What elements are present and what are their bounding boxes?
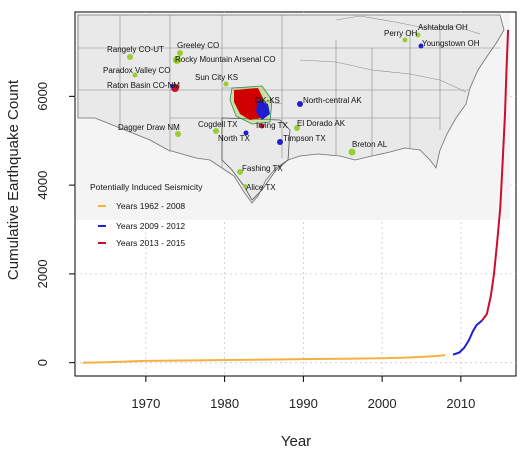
- map-label-north-tx: North TX: [218, 134, 251, 143]
- site-north-central-ak: [297, 101, 303, 107]
- map-label-raton-basin: Raton Basin CO-NM: [107, 81, 180, 90]
- site-greeley: [177, 50, 183, 56]
- legend-title: Potentially Induced Seismicity: [90, 182, 203, 192]
- site-el-dorado: [294, 125, 300, 131]
- legend: Potentially Induced Seismicity Years 196…: [90, 182, 203, 248]
- site-sun-city: [223, 81, 229, 87]
- map-label-timpson: Timpson TX: [283, 134, 326, 143]
- map-label-sun-city: Sun City KS: [195, 73, 238, 82]
- x-tick-label-2000: 2000: [368, 396, 397, 411]
- legend-label-2013-2015: Years 2013 - 2015: [116, 238, 185, 248]
- series-line-2: [481, 29, 510, 322]
- map-label-north-central-ak: North-central AK: [303, 96, 362, 105]
- site-ashtabula: [415, 32, 421, 38]
- map-label-ashtabula: Ashtabula OH: [418, 23, 468, 32]
- site-raton-basin-2: [170, 84, 174, 88]
- map-land-outline: [77, 14, 505, 204]
- y-tick-label-4000: 4000: [35, 171, 50, 200]
- site-rocky-mountain-arsenal: [173, 56, 181, 64]
- map-state-lines: [78, 15, 500, 168]
- y-axis-title: Cumulative Earthquake Count: [5, 79, 22, 280]
- y-tick-label-0: 0: [35, 359, 50, 366]
- map-label-rangely: Rangely CO-UT: [107, 45, 164, 54]
- site-rangely: [127, 54, 133, 60]
- site-cogdell: [213, 128, 219, 134]
- map-label-breton: Breton AL: [352, 140, 388, 149]
- site-timpson: [277, 139, 283, 145]
- map-label-perry: Perry OH: [384, 29, 418, 38]
- map-label-el-dorado: El Dorado AK: [297, 119, 346, 128]
- map-label-paradox-valley: Paradox Valley CO: [103, 66, 170, 75]
- site-breton: [348, 148, 356, 156]
- y-tick-label-6000: 6000: [35, 82, 50, 111]
- x-tick-label-1970: 1970: [131, 396, 160, 411]
- ok-ks-blue-cluster: [256, 100, 270, 120]
- inset-us-map: Rangely CO-UT Greeley CO Rocky Mountain …: [76, 13, 510, 248]
- map-label-cogdell: Cogdell TX: [198, 120, 238, 129]
- site-perry: [402, 37, 408, 43]
- map-site-markers: [127, 32, 424, 188]
- map-texas-outline: [221, 117, 291, 201]
- map-label-irving: Irving TX: [256, 121, 289, 130]
- series-line-1: [452, 319, 483, 356]
- series-line-0: [82, 354, 446, 364]
- x-tick-label-2010: 2010: [446, 396, 475, 411]
- site-paradox-valley: [132, 72, 138, 78]
- legend-label-1962-2008: Years 1962 - 2008: [116, 201, 185, 211]
- series-layer: [82, 29, 510, 364]
- map-label-dagger-draw: Dagger Draw NM: [118, 123, 180, 132]
- map-label-fashing: Fashing TX: [242, 164, 283, 173]
- y-tick-label-2000: 2000: [35, 259, 50, 288]
- map-label-greeley: Greeley CO: [177, 41, 219, 50]
- site-irving: [259, 123, 265, 129]
- x-axis-title: Year: [281, 433, 311, 450]
- x-tick-label-1980: 1980: [210, 396, 239, 411]
- site-dagger-draw: [175, 131, 181, 137]
- map-label-ok-ks: OK-KS: [255, 96, 280, 105]
- site-north-tx: [243, 130, 249, 136]
- site-alice: [243, 184, 247, 188]
- site-youngstown: [418, 43, 424, 49]
- map-label-youngstown: Youngstown OH: [422, 39, 480, 48]
- legend-label-2009-2012: Years 2009 - 2012: [116, 221, 185, 231]
- map-label-alice: Alice TX: [246, 183, 276, 192]
- site-fashing: [237, 169, 243, 175]
- map-label-rocky-mountain-arsenal: Rocky Mountain Arsenal CO: [175, 55, 276, 64]
- map-labels: Rangely CO-UT Greeley CO Rocky Mountain …: [103, 23, 480, 192]
- ok-ks-seismicity-cluster: [229, 85, 273, 125]
- axes: 1970 1980 1990 2000 2010 0 2000 4000 6000: [35, 82, 475, 411]
- x-tick-label-1990: 1990: [289, 396, 318, 411]
